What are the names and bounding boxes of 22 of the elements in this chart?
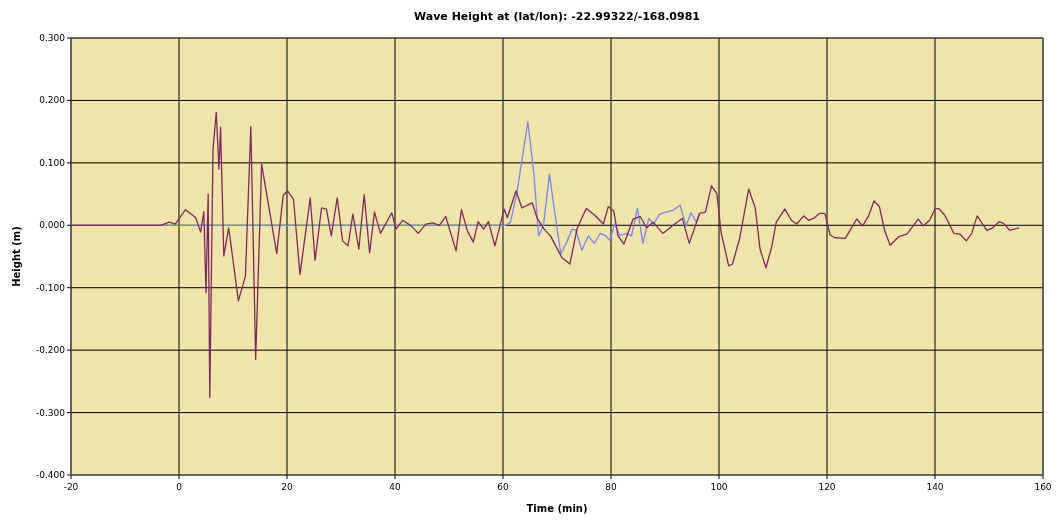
x-tick-label: 160 xyxy=(1034,482,1052,492)
x-axis-title: Time (min) xyxy=(526,503,588,514)
y-tick-label: 0.300 xyxy=(39,33,66,43)
y-tick-label: 0.000 xyxy=(39,220,66,231)
y-tick-label: -0.200 xyxy=(35,345,66,356)
x-tick-label: 40 xyxy=(389,482,401,492)
x-tick-label: -20 xyxy=(63,482,79,492)
line-series xyxy=(70,111,1020,399)
chart-title: Wave Height at (lat/lon): -22.99322/-168.0981 xyxy=(414,10,700,23)
x-tick-label: 0 xyxy=(176,482,183,492)
y-tick-label: 0.100 xyxy=(39,157,66,168)
x-tick-label: 60 xyxy=(497,482,509,492)
y-tick-label: 0.200 xyxy=(39,95,66,106)
y-axis-title: Height (m) xyxy=(11,226,22,287)
x-tick-label: 20 xyxy=(281,482,293,492)
x-tick-label: 120 xyxy=(818,482,836,492)
y-tick-label: -0.300 xyxy=(35,407,66,418)
y-tick-label: -0.400 xyxy=(35,470,66,480)
x-tick-label: 100 xyxy=(710,482,728,492)
x-tick-label: 140 xyxy=(926,482,944,492)
y-tick-label: -0.100 xyxy=(35,282,66,293)
x-tick-label: 80 xyxy=(605,482,617,492)
